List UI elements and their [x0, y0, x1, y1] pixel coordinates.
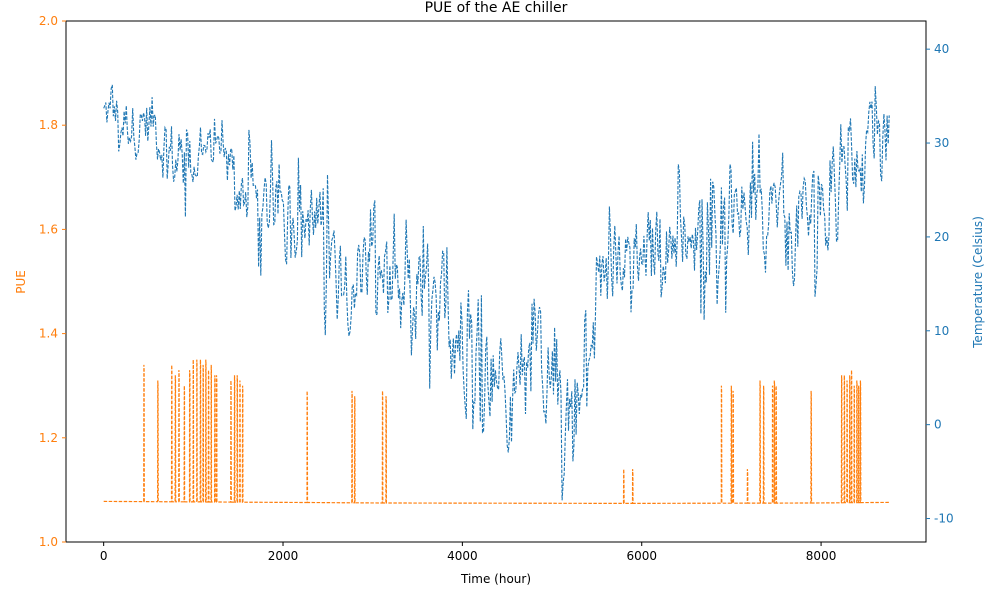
x-tick-label: 2000 — [268, 549, 299, 563]
x-axis-label: Time (hour) — [460, 572, 531, 586]
y-axis-right-label: Temperature (Celsius) — [971, 216, 985, 349]
chart-title: PUE of the AE chiller — [425, 0, 568, 16]
y-right-tick-label: 40 — [934, 42, 949, 56]
pue-line — [103, 359, 890, 505]
x-tick-label: 0 — [100, 549, 108, 563]
y-right-tick-label: -10 — [934, 512, 954, 526]
y-left-tick-label: 1.8 — [39, 118, 58, 132]
y-left-tick-label: 1.4 — [39, 327, 58, 341]
y-axis-left: 1.0 1.2 1.4 1.6 1.8 2.0 — [39, 14, 66, 549]
y-left-tick-label: 2.0 — [39, 14, 58, 28]
y-axis-left-label: PUE — [14, 270, 28, 294]
x-tick-label: 4000 — [447, 549, 478, 563]
x-tick-label: 8000 — [806, 549, 837, 563]
y-axis-right: -10 0 10 20 30 40 — [926, 42, 954, 526]
y-right-tick-label: 20 — [934, 230, 949, 244]
y-right-tick-label: 10 — [934, 324, 949, 338]
y-left-tick-label: 1.6 — [39, 222, 58, 236]
y-right-tick-label: 30 — [934, 136, 949, 150]
temperature-line — [103, 84, 890, 501]
series-layer — [103, 84, 890, 505]
y-left-tick-label: 1.2 — [39, 431, 58, 445]
x-axis: 0 2000 4000 6000 8000 — [100, 542, 837, 563]
plot-frame — [65, 20, 927, 543]
x-tick-label: 6000 — [626, 549, 657, 563]
y-left-tick-label: 1.0 — [39, 535, 58, 549]
y-right-tick-label: 0 — [934, 418, 942, 432]
